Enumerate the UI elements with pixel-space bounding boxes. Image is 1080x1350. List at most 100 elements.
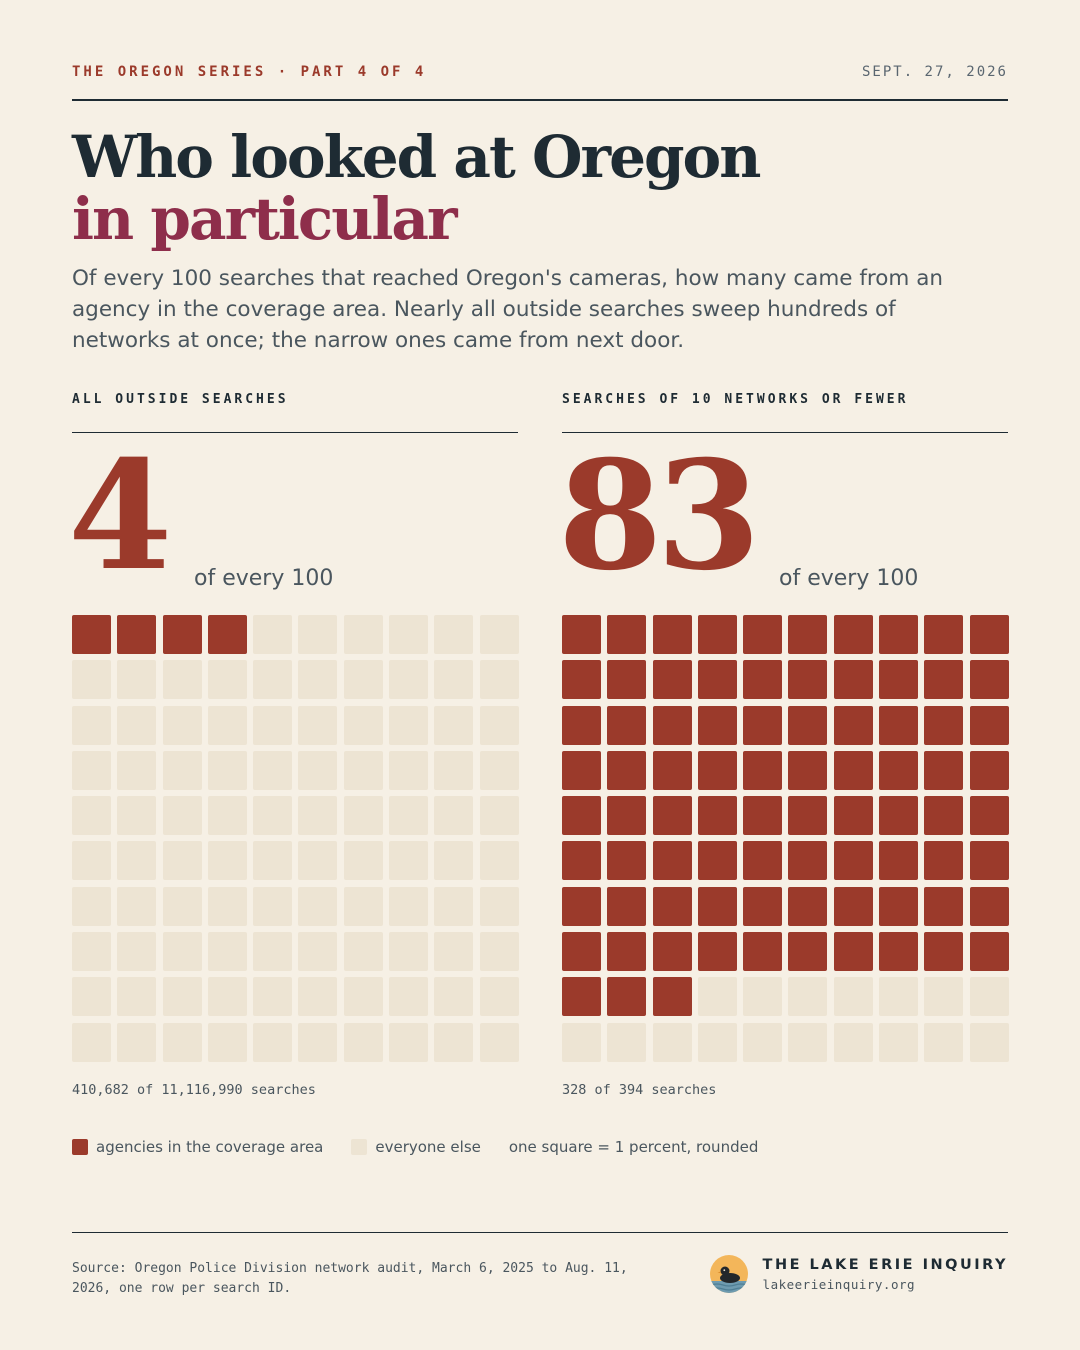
waffle-square-highlighted	[72, 615, 111, 654]
waffle-square-empty	[117, 977, 157, 1017]
waffle-square-empty	[434, 977, 474, 1017]
waffle-square-highlighted	[788, 660, 828, 700]
waffle-square-empty	[162, 796, 202, 836]
waffle-square-empty	[389, 615, 429, 654]
legend-label-off: everyone else	[375, 1138, 481, 1156]
panel-title: SEARCHES OF 10 NETWORKS OR FEWER	[562, 392, 909, 407]
brand-block: THE LAKE ERIE INQUIRY lakeerieinquiry.or…	[709, 1254, 1008, 1294]
waffle-square-empty	[788, 977, 828, 1017]
waffle-square-empty	[207, 977, 247, 1017]
source-note: Source: Oregon Police Division network a…	[72, 1261, 628, 1296]
waffle-square-highlighted	[879, 615, 919, 654]
waffle-square-highlighted	[788, 841, 828, 881]
count-label: 410,682 of 11,116,990 searches	[72, 1081, 316, 1098]
waffle-square-highlighted	[652, 796, 692, 836]
waffle-square-empty	[162, 750, 202, 790]
page-subtitle: Of every 100 searches that reached Orego…	[72, 266, 943, 353]
waffle-square-empty	[253, 841, 293, 881]
waffle-square-empty	[343, 886, 383, 926]
waffle-square-empty	[434, 705, 474, 745]
legend-item-on: agencies in the coverage area	[72, 1138, 323, 1156]
waffle-square-empty	[72, 796, 111, 836]
waffle-square-empty	[969, 1022, 1009, 1062]
waffle-square-highlighted	[562, 660, 601, 700]
waffle-square-highlighted	[743, 705, 783, 745]
waffle-square-empty	[162, 886, 202, 926]
waffle-square-empty	[298, 615, 338, 654]
waffle-square-highlighted	[652, 615, 692, 654]
waffle-square-empty	[389, 750, 429, 790]
big-number: 83	[558, 428, 761, 604]
waffle-square-empty	[207, 660, 247, 700]
waffle-square-highlighted	[652, 705, 692, 745]
legend-label-on: agencies in the coverage area	[96, 1138, 324, 1156]
header-rule	[72, 99, 1008, 101]
of-every-label: of every 100	[194, 566, 334, 591]
of-every-label: of every 100	[779, 566, 919, 591]
waffle-square-highlighted	[697, 750, 737, 790]
waffle-square-highlighted	[969, 705, 1009, 745]
brand-url[interactable]: lakeerieinquiry.org	[762, 1276, 916, 1292]
waffle-square-empty	[72, 660, 111, 700]
waffle-square-empty	[72, 705, 111, 745]
waffle-square-empty	[253, 705, 293, 745]
waffle-square-highlighted	[833, 615, 873, 654]
waffle-square-empty	[788, 1022, 828, 1062]
waffle-square-highlighted	[743, 841, 783, 881]
waffle-square-empty	[434, 841, 474, 881]
waffle-square-highlighted	[697, 841, 737, 881]
waffle-square-highlighted	[697, 615, 737, 654]
waffle-square-empty	[117, 750, 157, 790]
brand-text: THE LAKE ERIE INQUIRY lakeerieinquiry.or…	[763, 1257, 1008, 1292]
publish-date: SEPT. 27, 2026	[861, 64, 1008, 80]
waffle-square-empty	[697, 1022, 737, 1062]
waffle-square-highlighted	[788, 750, 828, 790]
waffle-square-empty	[117, 796, 157, 836]
waffle-square-highlighted	[697, 796, 737, 836]
waffle-square-highlighted	[788, 932, 828, 972]
waffle-square-empty	[207, 841, 247, 881]
waffle-square-empty	[697, 977, 737, 1017]
waffle-square-empty	[479, 1022, 519, 1062]
legend-swatch-off	[351, 1139, 368, 1155]
waffle-square-highlighted	[969, 750, 1009, 790]
waffle-square-highlighted	[652, 841, 692, 881]
waffle-square-empty	[117, 1022, 157, 1062]
waffle-square-empty	[434, 796, 474, 836]
waffle-square-highlighted	[969, 796, 1009, 836]
waffle-square-highlighted	[207, 615, 247, 654]
waffle-square-empty	[389, 841, 429, 881]
footer-rule	[72, 1232, 1008, 1233]
waffle-square-highlighted	[743, 660, 783, 700]
waffle-square-empty	[343, 660, 383, 700]
waffle-square-empty	[298, 932, 338, 972]
waffle-square-empty	[207, 932, 247, 972]
waffle-square-empty	[389, 1022, 429, 1062]
waffle-square-empty	[207, 750, 247, 790]
waffle-square-empty	[479, 660, 519, 700]
legend-item-off: everyone else	[351, 1138, 481, 1156]
waffle-square-empty	[298, 977, 338, 1017]
waffle-square-empty	[253, 615, 293, 654]
waffle-square-highlighted	[607, 886, 647, 926]
waffle-square-highlighted	[607, 615, 647, 654]
waffle-square-empty	[343, 615, 383, 654]
waffle-square-highlighted	[879, 886, 919, 926]
waffle-square-empty	[607, 1022, 647, 1062]
waffle-square-empty	[479, 705, 519, 745]
waffle-square-highlighted	[879, 796, 919, 836]
waffle-square-empty	[343, 750, 383, 790]
waffle-square-highlighted	[969, 841, 1009, 881]
waffle-square-empty	[343, 705, 383, 745]
waffle-square-highlighted	[924, 750, 964, 790]
waffle-square-empty	[434, 932, 474, 972]
waffle-square-highlighted	[562, 705, 601, 745]
waffle-square-empty	[253, 796, 293, 836]
waffle-square-highlighted	[743, 615, 783, 654]
waffle-square-highlighted	[652, 932, 692, 972]
waffle-square-highlighted	[607, 932, 647, 972]
waffle-square-empty	[253, 1022, 293, 1062]
waffle-square-highlighted	[788, 705, 828, 745]
waffle-square-empty	[162, 1022, 202, 1062]
waffle-square-empty	[343, 977, 383, 1017]
